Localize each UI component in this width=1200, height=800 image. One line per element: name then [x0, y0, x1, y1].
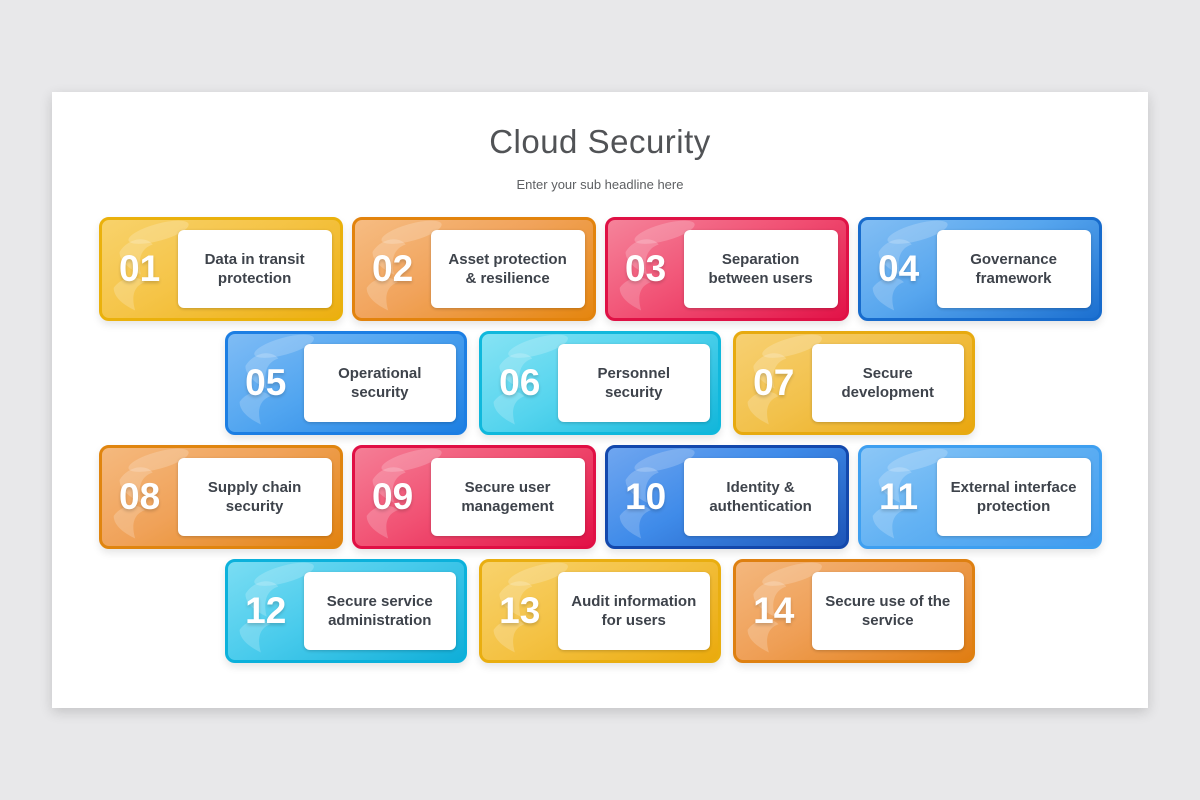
card-grid: 01 Data in transit protection 02 Asset prot…	[52, 217, 1148, 663]
card-label-box: Personnel security	[557, 344, 710, 422]
card-label-box: Secure development	[811, 344, 964, 422]
card-label: Secure use of the service	[825, 592, 951, 630]
card-label: Personnel security	[597, 364, 671, 402]
card-label-box: Identity & authentication	[683, 458, 838, 536]
card-decoration-shapes-icon	[872, 448, 948, 539]
page-subtitle: Enter your sub headline here	[516, 177, 684, 192]
card-label-box: Secure service administration	[303, 572, 456, 650]
card-label-box: Operational security	[303, 344, 456, 422]
card-label-box: Secure use of the service	[811, 572, 964, 650]
card-decoration-shapes-icon	[619, 220, 695, 311]
card-row-3: 08 Supply chain security 09 Secure user man…	[52, 445, 1148, 549]
card-row-2: 05 Operational security 06 Personnel securi…	[52, 331, 1148, 435]
card-decoration-shapes-icon	[872, 220, 948, 311]
card-decoration-shapes-icon	[239, 562, 314, 653]
card-number: 03	[625, 248, 667, 289]
card-number: 09	[372, 476, 414, 517]
card-13: 13 Audit information for users	[479, 559, 721, 663]
card-label-box: Separation between users	[683, 230, 838, 308]
card-number: 11	[879, 476, 919, 517]
card-label: Audit information for users	[571, 592, 697, 630]
card-10: 10 Identity & authentication	[604, 445, 849, 549]
card-number: 07	[753, 362, 795, 403]
card-09: 09 Secure user management	[351, 445, 596, 549]
card-number: 01	[119, 248, 161, 289]
card-04: 04 Governance framework	[857, 217, 1102, 321]
card-label: Secure development	[841, 364, 935, 402]
card-number: 14	[753, 590, 795, 631]
card-decoration-shapes-icon	[747, 562, 822, 653]
card-02: 02 Asset protection & resilience	[351, 217, 596, 321]
card-06: 06 Personnel security	[479, 331, 721, 435]
card-decoration-shapes-icon	[239, 334, 314, 425]
card-decoration-shapes-icon	[366, 448, 442, 539]
card-number: 13	[499, 590, 541, 631]
card-decoration-shapes-icon	[113, 448, 189, 539]
card-number: 08	[119, 476, 161, 517]
card-number: 02	[372, 248, 414, 289]
card-decoration-shapes-icon	[747, 334, 822, 425]
card-number: 04	[878, 248, 920, 289]
card-label: Asset protection & resilience	[448, 250, 567, 288]
card-11: 11 External interface protection	[857, 445, 1102, 549]
card-label: Governance framework	[970, 250, 1057, 288]
card-01: 01 Data in transit protection	[98, 217, 343, 321]
card-label-box: External interface protection	[936, 458, 1091, 536]
page-title: Cloud Security	[489, 123, 711, 160]
card-label-box: Secure user management	[430, 458, 585, 536]
card-row-4: 12 Secure service administration 13 Audit i…	[52, 559, 1148, 663]
card-label: Secure user management	[461, 478, 554, 516]
card-label-box: Data in transit protection	[177, 230, 332, 308]
card-03: 03 Separation between users	[604, 217, 849, 321]
card-14: 14 Secure use of the service	[733, 559, 975, 663]
card-label: Identity & authentication	[709, 478, 812, 516]
card-decoration-shapes-icon	[113, 220, 189, 311]
card-05: 05 Operational security	[225, 331, 467, 435]
card-label: External interface protection	[950, 478, 1077, 516]
card-label-box: Governance framework	[936, 230, 1091, 308]
card-label-box: Supply chain security	[177, 458, 332, 536]
card-decoration-shapes-icon	[493, 562, 568, 653]
card-row-1: 01 Data in transit protection 02 Asset prot…	[52, 217, 1148, 321]
card-label: Secure service administration	[326, 592, 433, 630]
card-label: Supply chain security	[207, 478, 302, 516]
card-label: Data in transit protection	[204, 250, 305, 288]
card-label-box: Audit information for users	[557, 572, 710, 650]
card-decoration-shapes-icon	[366, 220, 442, 311]
card-number: 05	[245, 362, 287, 403]
card-number: 12	[245, 590, 287, 631]
card-decoration-shapes-icon	[619, 448, 695, 539]
card-07: 07 Secure development	[733, 331, 975, 435]
slide: Cloud Security Enter your sub headline h…	[52, 92, 1148, 708]
card-12: 12 Secure service administration	[225, 559, 467, 663]
card-decoration-shapes-icon	[493, 334, 568, 425]
card-label-box: Asset protection & resilience	[430, 230, 585, 308]
card-number: 10	[625, 476, 667, 517]
card-number: 06	[499, 362, 541, 403]
card-08: 08 Supply chain security	[98, 445, 343, 549]
card-label: Operational security	[338, 364, 422, 402]
card-label: Separation between users	[708, 250, 813, 288]
